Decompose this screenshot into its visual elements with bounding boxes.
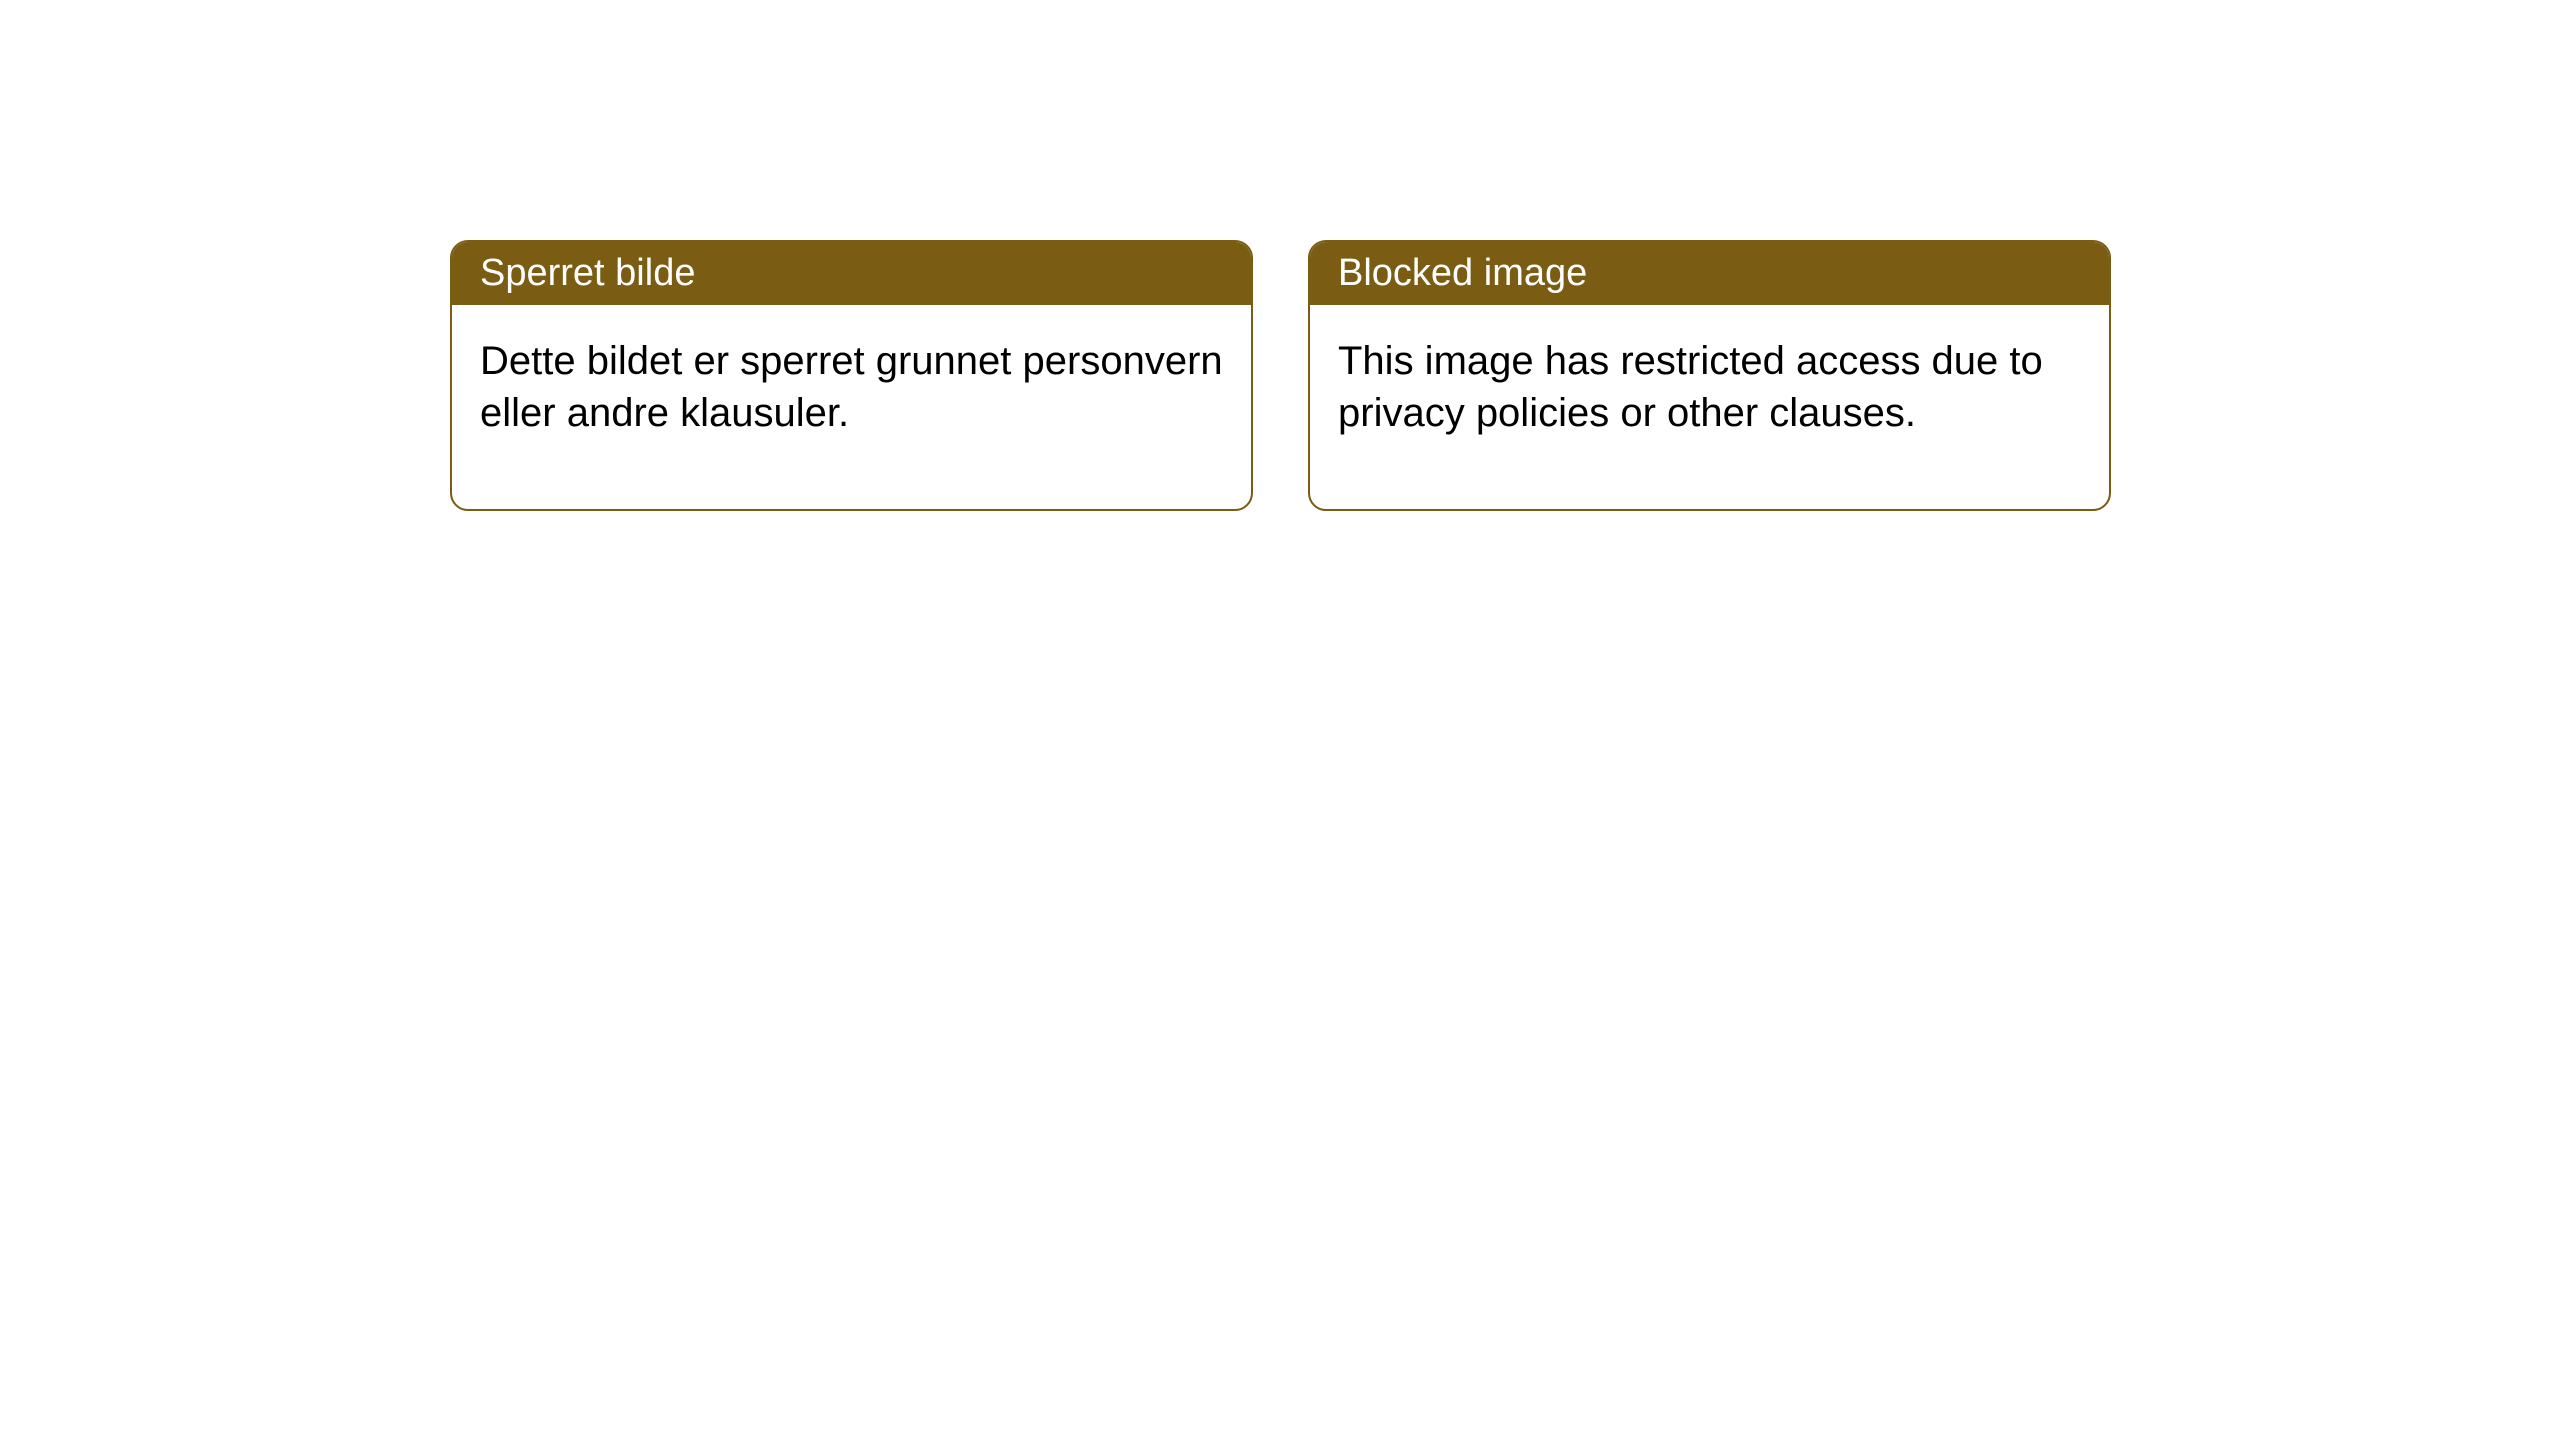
notice-card-norwegian: Sperret bilde Dette bildet er sperret gr…: [450, 240, 1253, 511]
card-header: Sperret bilde: [452, 242, 1251, 305]
card-header: Blocked image: [1310, 242, 2109, 305]
card-body: This image has restricted access due to …: [1310, 305, 2109, 509]
notice-container: Sperret bilde Dette bildet er sperret gr…: [450, 240, 2111, 511]
notice-card-english: Blocked image This image has restricted …: [1308, 240, 2111, 511]
card-body: Dette bildet er sperret grunnet personve…: [452, 305, 1251, 509]
